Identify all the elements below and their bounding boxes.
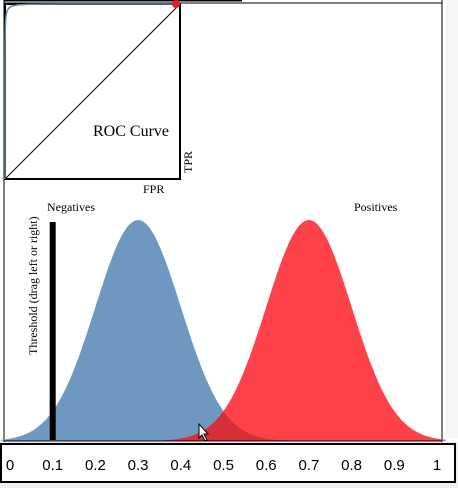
threshold-control[interactable]: Threshold (drag left or right) xyxy=(26,216,56,440)
axis-tick-label: 1 xyxy=(433,457,441,474)
distribution-plot: Negatives Positives xyxy=(1,200,446,442)
roc-title: ROC Curve xyxy=(93,123,169,140)
axis-tick-labels: 0 0.1 0.2 0.3 0.4 0.5 0.6 0.7 0.8 0.9 1 xyxy=(6,457,441,474)
axis-tick-label: 0.8 xyxy=(341,457,362,474)
roc-plot: ROC Curve FPR TPR xyxy=(4,0,195,196)
negatives-label: Negatives xyxy=(47,200,95,214)
axis-tick-label: 0.3 xyxy=(128,457,149,474)
axis-tick-label: 0.9 xyxy=(384,457,405,474)
overlap-region xyxy=(159,411,288,441)
axis-tick-label: 0.6 xyxy=(256,457,277,474)
axis-tick-label: 0.2 xyxy=(85,457,106,474)
axis-tick-label: 0.7 xyxy=(298,457,319,474)
threshold-handle[interactable] xyxy=(49,222,56,440)
roc-x-label: FPR xyxy=(143,182,164,196)
axis-tick-label: 0.5 xyxy=(213,457,234,474)
pointer-cursor-icon xyxy=(198,422,210,442)
axis-tick-label: 0.4 xyxy=(170,457,191,474)
x-axis: 0 0.1 0.2 0.3 0.4 0.5 0.6 0.7 0.8 0.9 1 xyxy=(0,442,458,488)
roc-y-label: TPR xyxy=(181,151,195,173)
negatives-distribution xyxy=(1,220,446,441)
positives-distribution xyxy=(1,220,446,441)
roc-diagonal xyxy=(4,3,181,180)
window-right-strip xyxy=(446,0,458,438)
axis-tick-label: 0 xyxy=(6,457,14,474)
threshold-label: Threshold (drag left or right) xyxy=(26,216,40,355)
axis-tick-label: 0.1 xyxy=(42,457,63,474)
positives-label: Positives xyxy=(354,200,398,214)
roc-operating-point xyxy=(172,0,180,8)
axis-box xyxy=(0,443,456,483)
roc-curve xyxy=(4,3,180,179)
